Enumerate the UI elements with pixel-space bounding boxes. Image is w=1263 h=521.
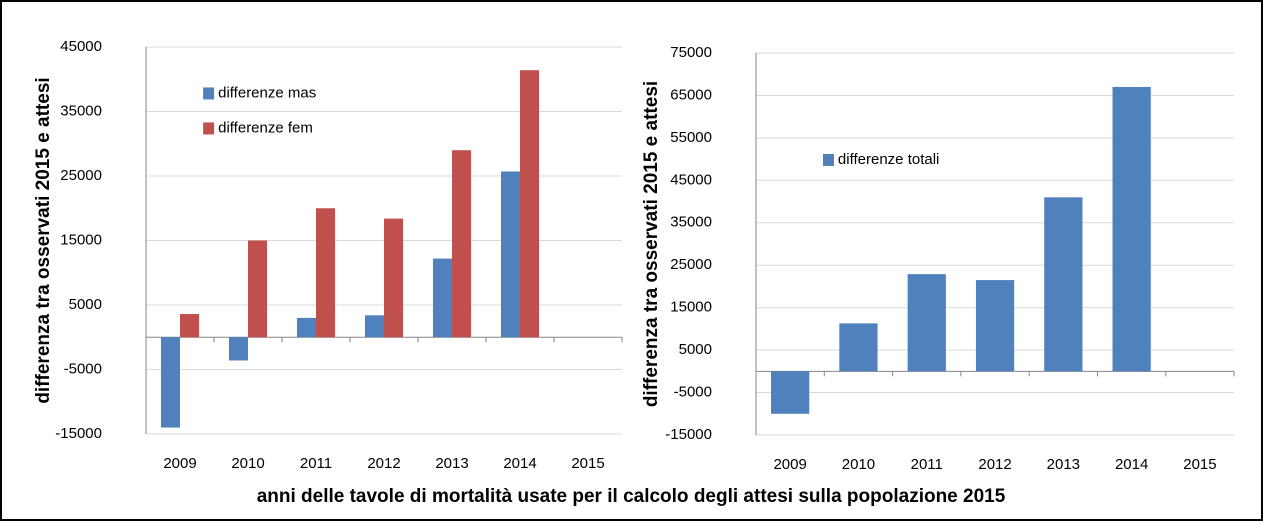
y-tick-label: 15000 (60, 231, 102, 248)
x-tick-label: 2009 (163, 455, 196, 472)
x-tick-label: 2014 (503, 455, 536, 472)
bar (520, 70, 540, 338)
bar (839, 323, 878, 372)
y-tick-label: -15000 (55, 425, 102, 442)
legend-swatch (203, 122, 215, 135)
bar (771, 371, 810, 414)
bar (364, 315, 384, 338)
y-tick-label: 45000 (670, 171, 712, 188)
bar (228, 337, 248, 361)
bar (384, 218, 404, 338)
legend-label: differenze fem (218, 119, 313, 136)
y-axis-label: differenza tra osservati 2015 e attesi (33, 77, 54, 403)
x-tick-label: 2011 (300, 455, 332, 472)
x-tick-label: 2011 (911, 456, 943, 473)
bar (1044, 197, 1083, 372)
y-tick-label: 75000 (670, 44, 712, 61)
bar (1112, 86, 1151, 372)
legend-label: differenze totali (838, 151, 939, 168)
legend-swatch (822, 153, 834, 166)
y-tick-label: -5000 (674, 384, 712, 401)
x-tick-label: 2012 (367, 455, 400, 472)
legend-label: differenze mas (218, 84, 316, 101)
bar (500, 171, 520, 338)
bar (316, 208, 336, 338)
x-tick-label: 2013 (1047, 456, 1080, 473)
bar (452, 150, 472, 338)
bar (975, 280, 1015, 372)
y-tick-label: 25000 (60, 167, 102, 184)
y-tick-label: 15000 (670, 299, 712, 316)
x-tick-label: 2009 (773, 456, 806, 473)
x-tick-label: 2012 (978, 456, 1011, 473)
y-tick-label: 5000 (679, 341, 712, 358)
y-tick-label: 35000 (670, 214, 712, 231)
y-tick-label: 5000 (69, 296, 102, 313)
y-tick-label: 55000 (670, 129, 712, 146)
x-tick-label: 2015 (571, 455, 604, 472)
y-tick-label: 65000 (670, 86, 712, 103)
legend-swatch (203, 87, 215, 100)
x-axis-label: anni delle tavole di mortalità usate per… (257, 486, 1006, 507)
x-tick-label: 2014 (1115, 456, 1148, 473)
y-tick-label: -5000 (64, 360, 102, 377)
y-axis-label: differenza tra osservati 2015 e attesi (641, 81, 662, 407)
x-tick-label: 2010 (231, 455, 264, 472)
bar (907, 274, 946, 372)
x-tick-label: 2010 (842, 456, 875, 473)
y-tick-label: 25000 (670, 256, 712, 273)
y-tick-label: -15000 (665, 426, 712, 443)
bar (248, 240, 268, 338)
bar (432, 258, 452, 338)
bar (160, 337, 180, 428)
x-tick-label: 2013 (435, 455, 468, 472)
y-tick-label: 45000 (60, 38, 102, 55)
y-tick-label: 35000 (60, 102, 102, 119)
bar (180, 314, 200, 338)
bar (296, 317, 316, 338)
x-tick-label: 2015 (1183, 456, 1216, 473)
